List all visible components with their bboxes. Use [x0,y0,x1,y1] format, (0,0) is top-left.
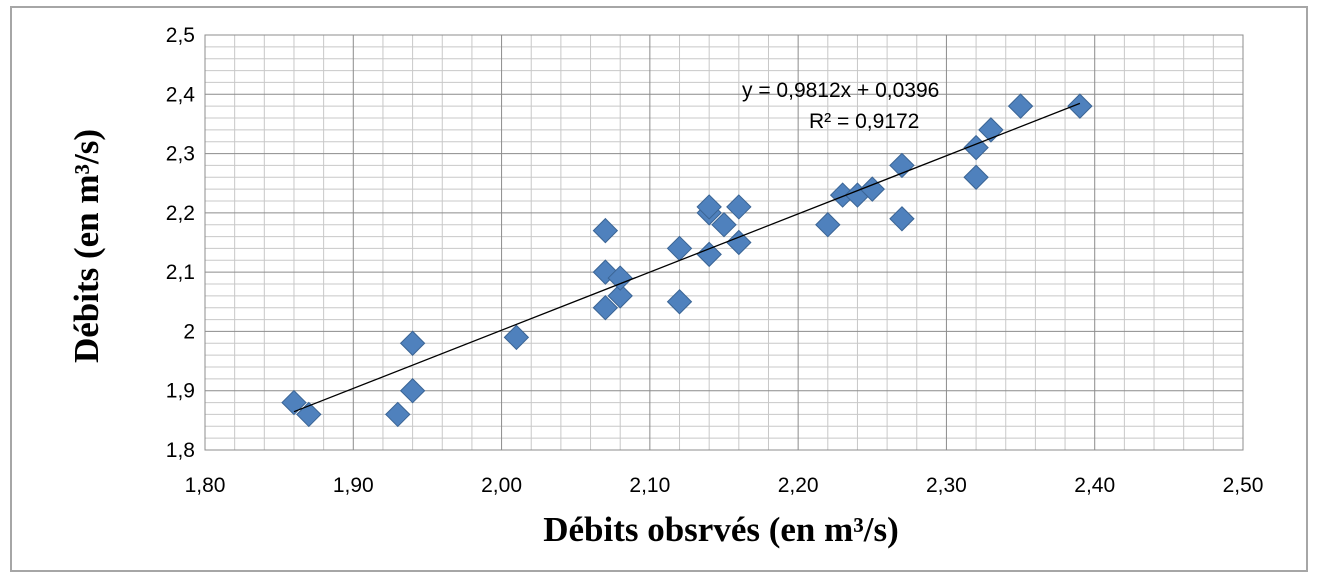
data-point [726,229,752,256]
data-point [978,117,1004,143]
x-tick-label: 2,20 [778,474,819,497]
data-point [607,265,633,291]
minor-gridlines [205,35,1243,450]
data-point [726,194,752,220]
data-point [963,134,989,161]
x-tick-label: 2,10 [629,474,670,497]
x-tick-label: 1,80 [185,474,226,497]
data-point [503,324,530,351]
data-point [592,217,619,244]
data-point [1007,93,1034,119]
x-axis-title: Débits obsrvés (en m³/s) [543,510,899,549]
data-point [963,164,989,190]
x-tick-label: 2,30 [926,474,967,497]
data-point [666,289,693,315]
trendline-path [293,102,1081,413]
data-point [592,295,619,321]
y-tick-label: 2 [183,320,195,343]
data-point [399,330,426,356]
y-tick-label: 2,5 [166,24,195,47]
trendline-r2: R² = 0,9172 [809,110,919,133]
y-tick-label: 1,9 [166,380,195,403]
data-point [711,212,737,238]
y-tick-labels: 1,8 1,9 2 2,1 2,2 2,3 2,4 2,5 [166,24,196,462]
chart-frame: 1,80 1,90 2,00 2,10 2,20 2,30 2,40 2,50 1,8 1,9 2… [10,6,1308,572]
major-gridlines [205,35,1243,450]
data-point [815,212,841,238]
data-point [1067,93,1093,119]
y-tick-label: 2,1 [166,261,195,284]
data-point [696,194,722,220]
x-tick-label: 2,40 [1074,474,1115,497]
x-tick-labels: 1,80 1,90 2,00 2,10 2,20 2,30 2,40 2,50 [185,474,1264,497]
data-point [281,389,307,416]
data-point [399,378,426,404]
y-tick-label: 2,2 [166,202,195,225]
trendline-equation: y = 0,9812x + 0,0396 [742,79,939,102]
data-point [696,241,722,268]
x-tick-label: 1,90 [333,474,374,497]
data-point [385,401,411,428]
trendline [293,102,1081,413]
data-point [889,206,915,232]
scatter-chart: 1,80 1,90 2,00 2,10 2,20 2,30 2,40 2,50 1,8 1,9 2… [67,24,1264,549]
plot-area-border [204,34,1244,451]
data-point [607,283,633,309]
y-tick-label: 1,8 [166,439,195,462]
y-tick-label: 2,3 [166,143,195,166]
data-points [281,93,1093,428]
y-axis-title: Débits (en m³/s) [67,129,106,363]
plot-area-rect [204,34,1244,451]
y-tick-label: 2,4 [166,83,196,106]
x-tick-label: 2,00 [481,474,522,497]
x-tick-label: 2,50 [1223,474,1264,497]
